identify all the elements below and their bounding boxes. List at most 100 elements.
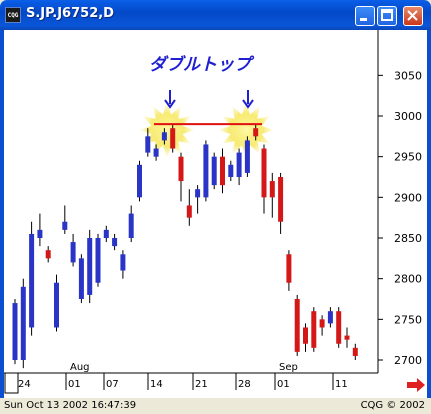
candle-body	[236, 152, 242, 177]
candlestick[interactable]	[278, 172, 284, 234]
highlight-burst-icon	[218, 102, 274, 158]
candlestick[interactable]	[170, 124, 176, 153]
y-tick-label: 2800	[394, 273, 422, 286]
close-button[interactable]	[403, 6, 423, 26]
window-title: S.JP.J6752,D	[26, 6, 114, 21]
candlestick[interactable]	[112, 233, 118, 251]
candlestick[interactable]	[137, 160, 142, 202]
candlestick[interactable]	[70, 233, 76, 267]
candlestick[interactable]	[153, 144, 159, 161]
month-label: Sep	[279, 362, 298, 373]
minimize-button[interactable]	[355, 6, 375, 26]
candlestick[interactable]	[311, 307, 317, 352]
x-tick-label: 11	[335, 379, 348, 390]
candle-body	[352, 347, 358, 356]
annotation-arrow-right-icon	[242, 90, 254, 109]
scroll-right-arrow-icon[interactable]	[407, 378, 425, 392]
candlestick[interactable]	[145, 128, 151, 157]
candle-body	[286, 254, 292, 283]
candlestick[interactable]	[78, 254, 84, 304]
cqg-app-icon[interactable]: CQG	[5, 7, 21, 23]
candlestick[interactable]	[95, 233, 101, 287]
x-tick-label: 01	[68, 379, 81, 390]
candle-body	[303, 327, 308, 344]
candle-body	[145, 136, 151, 153]
candlestick[interactable]	[87, 229, 93, 304]
candlestick[interactable]	[178, 152, 184, 202]
minimize-icon	[360, 18, 367, 21]
candlestick[interactable]	[269, 172, 275, 218]
candlestick[interactable]	[261, 144, 267, 214]
x-tick-label: 01	[277, 379, 290, 390]
candlestick[interactable]	[294, 294, 300, 356]
y-tick-label: 2750	[394, 313, 422, 326]
candlestick[interactable]	[319, 315, 325, 336]
candlestick[interactable]	[120, 250, 126, 279]
chart-plot-area[interactable]: 3050 3000 2950 2900 2850 2800 2750 2700 24 01 07 1…	[4, 30, 427, 398]
candle-body	[95, 238, 101, 283]
candlestick[interactable]	[228, 160, 234, 182]
candlestick[interactable]	[12, 299, 18, 365]
candlestick[interactable]	[29, 221, 35, 336]
candlestick[interactable]	[344, 327, 350, 348]
candlestick[interactable]	[186, 189, 192, 226]
candlestick[interactable]	[336, 307, 342, 348]
candlestick[interactable]	[303, 323, 308, 352]
candlestick[interactable]	[20, 278, 26, 369]
candlestick[interactable]	[220, 148, 225, 194]
candle-body	[211, 156, 217, 186]
candlestick[interactable]	[244, 136, 250, 177]
candle-body	[62, 221, 68, 230]
corner-box[interactable]	[4, 372, 19, 394]
candlestick[interactable]	[103, 225, 109, 243]
candle-body	[137, 164, 142, 198]
candlestick[interactable]	[128, 205, 134, 243]
candlestick[interactable]	[211, 152, 217, 190]
candlestick[interactable]	[62, 205, 68, 234]
candle-body	[186, 205, 192, 218]
candle-body	[294, 299, 300, 352]
candlestick-chart[interactable]: 3050 3000 2950 2900 2850 2800 2750 2700 24 01 07 1…	[4, 30, 427, 398]
maximize-button[interactable]	[377, 6, 397, 26]
candlestick[interactable]	[161, 128, 167, 145]
status-copyright: CQG © 2002	[360, 400, 425, 411]
candlestick[interactable]	[286, 250, 292, 291]
candlestick[interactable]	[195, 185, 201, 214]
candle-body	[45, 250, 51, 259]
candle-body	[178, 156, 184, 182]
annotation-arrow-left-icon	[164, 90, 176, 109]
candlestick[interactable]	[236, 148, 242, 186]
candlestick[interactable]	[37, 213, 43, 247]
candlestick[interactable]	[253, 124, 259, 141]
candle-body	[54, 282, 59, 328]
candlestick[interactable]	[327, 307, 333, 328]
candle-body	[128, 213, 134, 238]
y-tick-label: 2700	[394, 354, 422, 367]
candle-body	[228, 164, 234, 177]
candle-body	[153, 148, 159, 157]
window-frame-right	[427, 30, 431, 398]
y-tick-label: 2950	[394, 151, 422, 164]
candlestick[interactable]	[54, 274, 59, 332]
candle-body	[244, 140, 250, 173]
close-icon	[407, 10, 418, 21]
candle-body	[253, 128, 259, 137]
candle-body	[319, 319, 325, 328]
candle-body	[103, 229, 109, 238]
candle-body	[336, 311, 342, 344]
candle-body	[195, 189, 201, 198]
month-label: Aug	[70, 362, 90, 373]
title-bar[interactable]: CQG S.JP.J6752,D	[0, 0, 431, 30]
candle-body	[311, 311, 317, 348]
candlestick[interactable]	[203, 140, 209, 202]
x-tick-label: 07	[106, 379, 119, 390]
maximize-icon	[381, 9, 393, 21]
candle-body	[120, 254, 126, 271]
candle-body	[87, 238, 93, 295]
double-top-label: ダブルトップ	[149, 55, 255, 75]
candlestick[interactable]	[45, 246, 51, 263]
candle-body	[220, 156, 225, 186]
y-tick-label: 2900	[394, 191, 422, 204]
candlestick[interactable]	[352, 343, 358, 360]
